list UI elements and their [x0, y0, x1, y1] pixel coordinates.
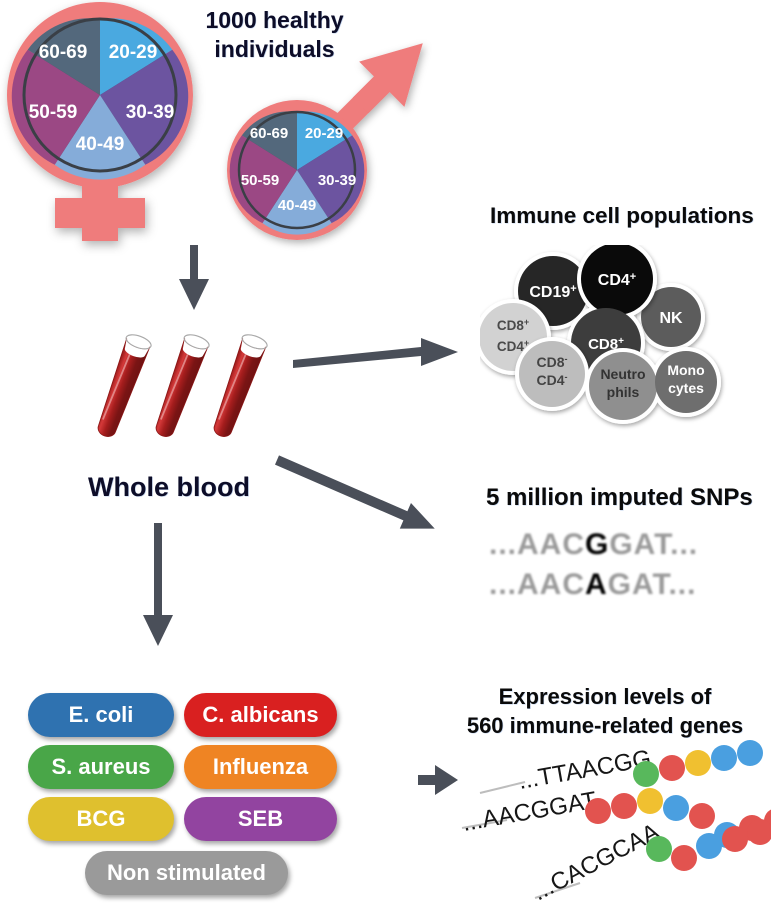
svg-text:40-49: 40-49: [76, 134, 125, 155]
svg-text:20-29: 20-29: [305, 125, 343, 142]
svg-text:50-59: 50-59: [29, 102, 78, 123]
svg-text:CD4-: CD4-: [536, 372, 567, 388]
svg-text:phils: phils: [607, 384, 640, 400]
svg-text:CD19+: CD19+: [529, 283, 576, 301]
svg-text:40-49: 40-49: [278, 197, 316, 214]
svg-text:...AACGGAT: ...AACGGAT: [460, 787, 599, 837]
svg-text:50-59: 50-59: [241, 172, 279, 189]
svg-text:CD8-: CD8-: [536, 354, 567, 370]
svg-text:Neutro: Neutro: [600, 366, 645, 382]
svg-text:60-69: 60-69: [39, 42, 88, 63]
svg-text:...CACGCAA: ...CACGCAA: [528, 818, 663, 906]
svg-text:NK: NK: [659, 310, 683, 327]
svg-text:30-39: 30-39: [318, 172, 356, 189]
svg-text:Mono: Mono: [667, 362, 704, 378]
svg-text:20-29: 20-29: [109, 42, 158, 63]
svg-text:60-69: 60-69: [250, 125, 288, 142]
svg-text:cytes: cytes: [668, 380, 704, 396]
svg-text:30-39: 30-39: [126, 102, 175, 123]
